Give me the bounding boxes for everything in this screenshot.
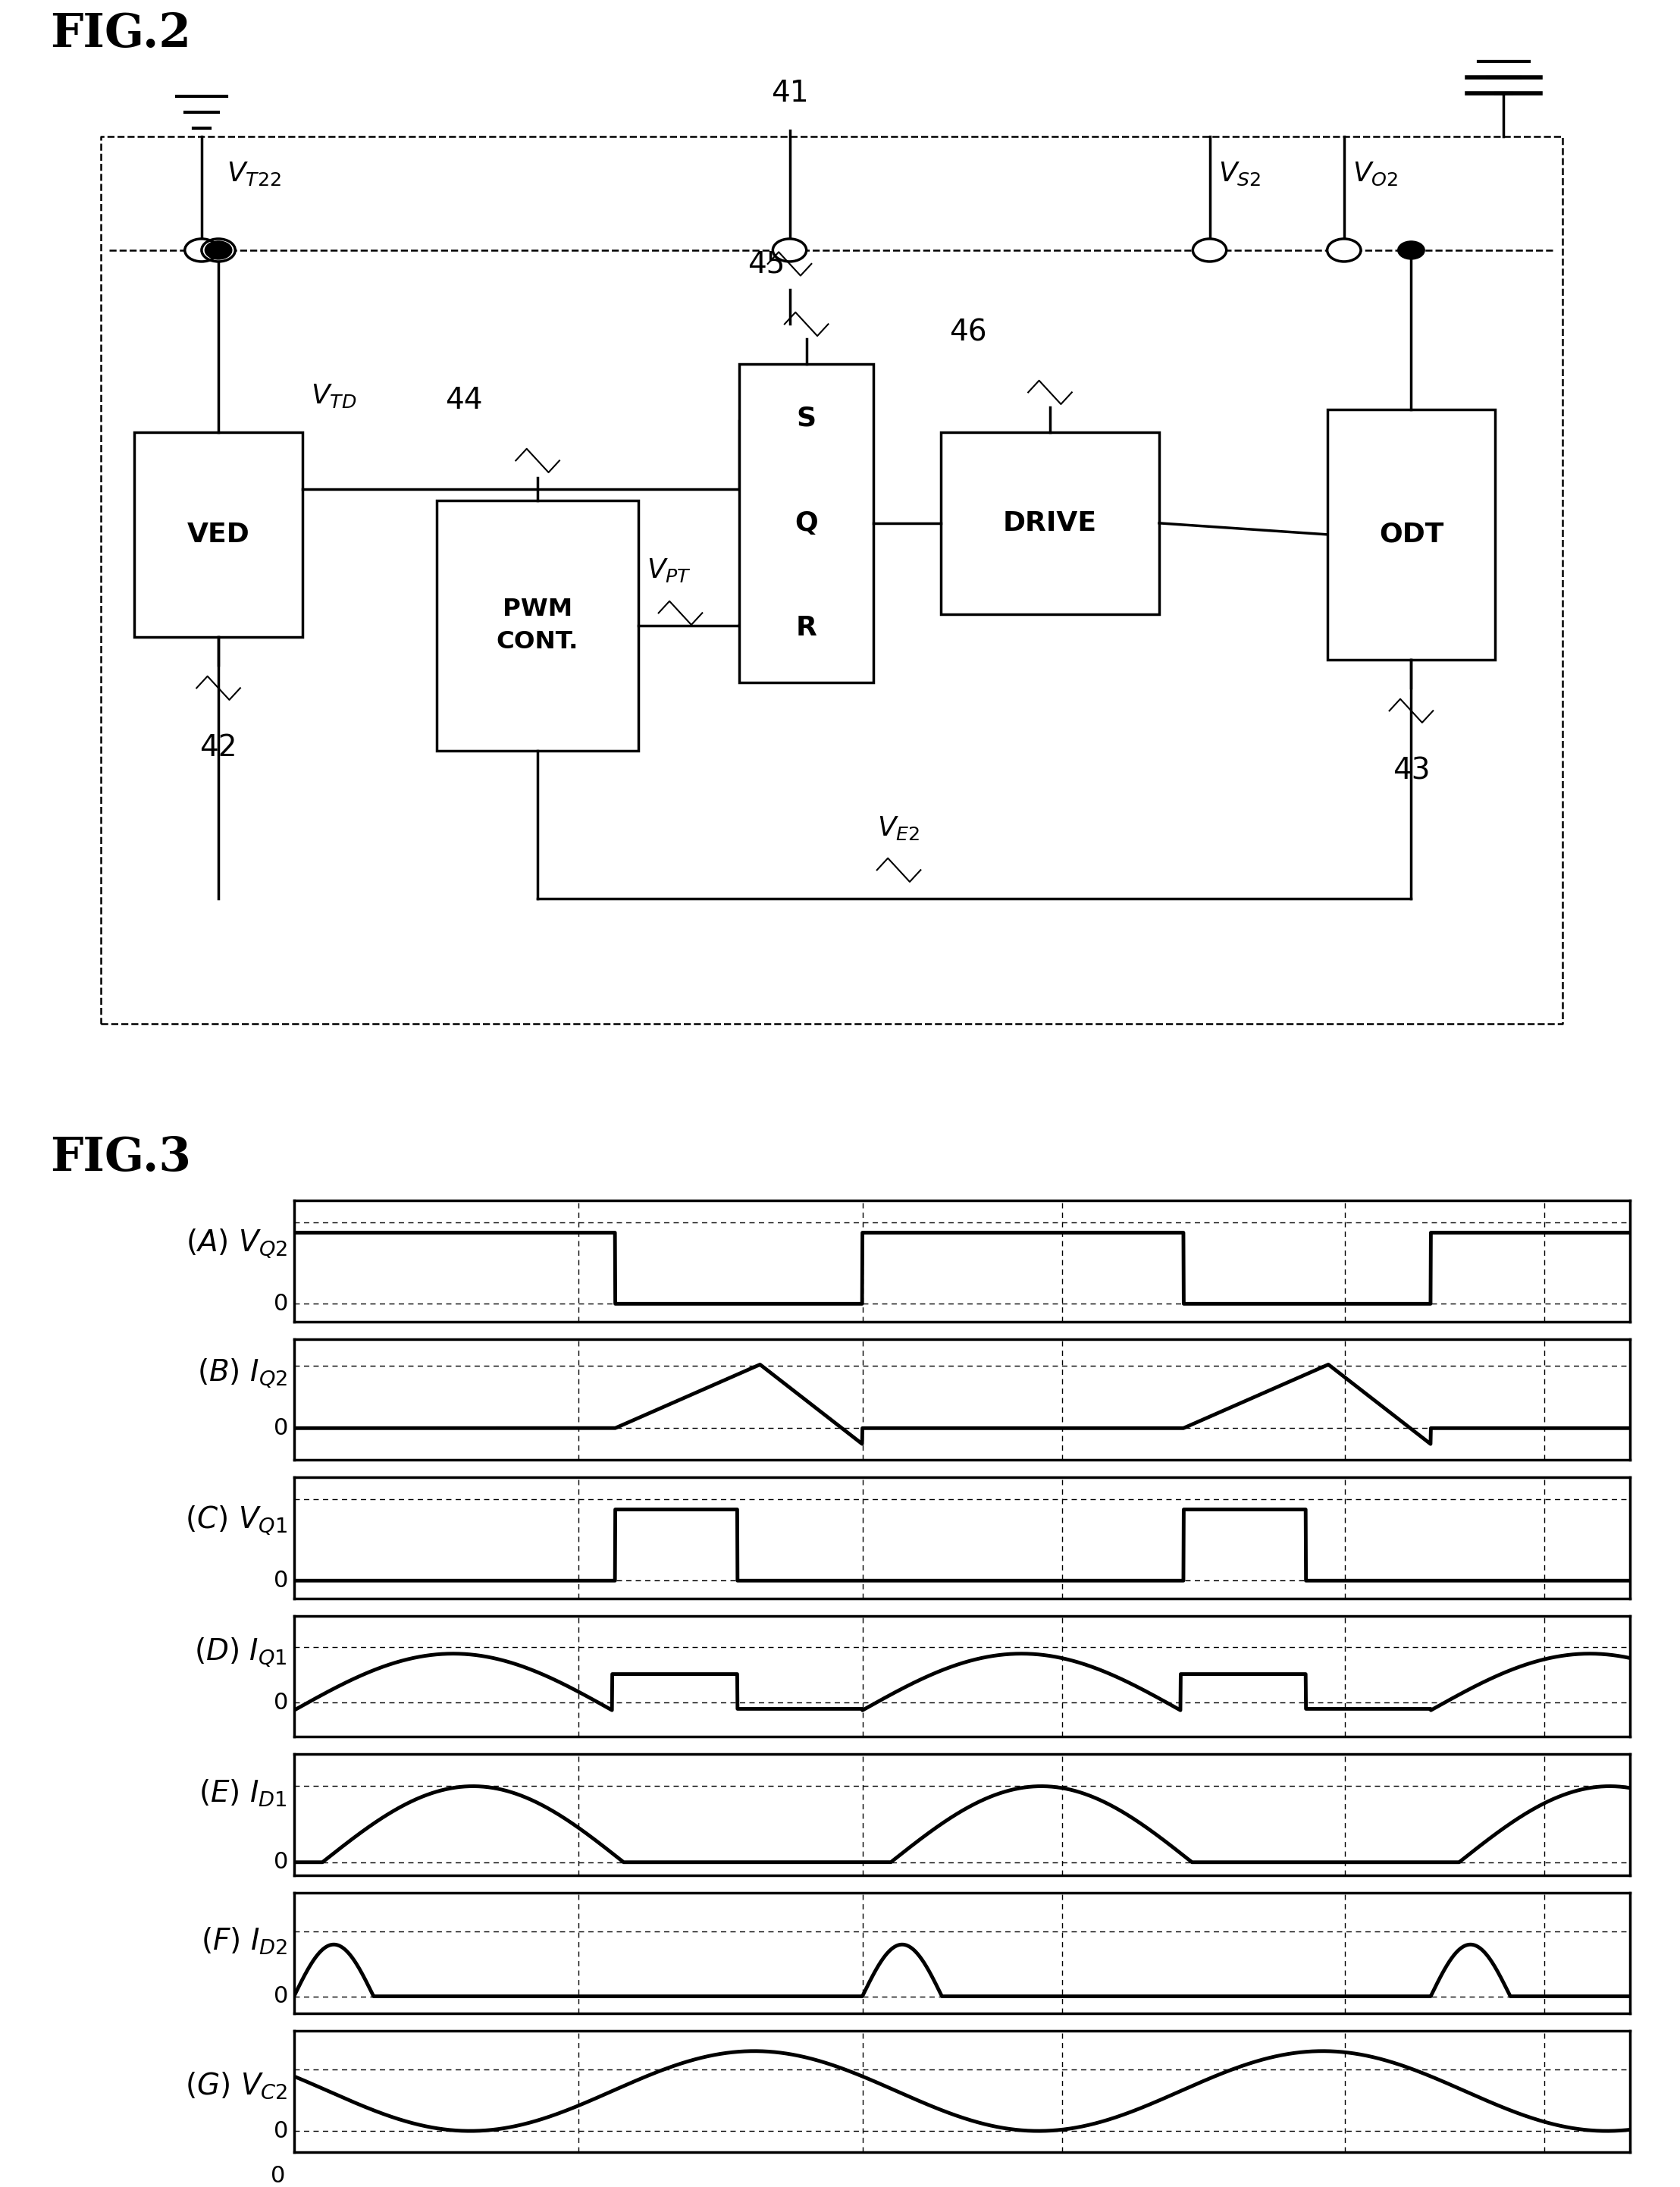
Text: $(D)\ I_{Q1}$: $(D)\ I_{Q1}$ (195, 1636, 287, 1669)
Text: 42: 42 (200, 733, 237, 763)
Text: $(F)\ I_{D2}$: $(F)\ I_{D2}$ (200, 1927, 287, 1957)
Text: FIG.3: FIG.3 (50, 1135, 192, 1181)
Circle shape (202, 238, 235, 262)
Text: $V_{TD}$: $V_{TD}$ (311, 383, 356, 409)
Text: 0: 0 (274, 2119, 289, 2141)
Text: $V_{T22}$: $V_{T22}$ (227, 160, 281, 188)
Text: $(E)\ I_{D1}$: $(E)\ I_{D1}$ (198, 1778, 287, 1809)
Text: 0: 0 (274, 1850, 289, 1874)
Text: 0: 0 (274, 1570, 289, 1592)
Circle shape (1327, 238, 1361, 262)
Circle shape (1398, 241, 1425, 260)
Text: 45: 45 (748, 249, 785, 278)
Text: 0: 0 (274, 1417, 289, 1439)
Circle shape (773, 238, 806, 262)
Text: 0: 0 (274, 1293, 289, 1314)
Text: $V_{O2}$: $V_{O2}$ (1352, 162, 1398, 188)
Text: $(B)\ I_{Q2}$: $(B)\ I_{Q2}$ (197, 1356, 287, 1389)
Text: $(A)\ V_{Q2}$: $(A)\ V_{Q2}$ (185, 1227, 287, 1260)
Text: 41: 41 (771, 79, 808, 107)
Text: 43: 43 (1393, 757, 1430, 785)
Text: 44: 44 (445, 387, 482, 416)
Text: FIG.2: FIG.2 (50, 11, 192, 57)
Text: $V_{PT}$: $V_{PT}$ (647, 558, 692, 584)
Circle shape (205, 241, 232, 260)
Text: VED: VED (186, 523, 250, 547)
Bar (134, 433, 302, 636)
Text: ODT: ODT (1379, 523, 1443, 547)
Text: R: R (796, 615, 816, 641)
Text: Q: Q (795, 510, 818, 536)
Text: 0: 0 (274, 1986, 289, 2008)
Bar (941, 433, 1159, 615)
Text: $(C)\ V_{Q1}$: $(C)\ V_{Q1}$ (185, 1505, 287, 1535)
Text: 0: 0 (274, 1693, 289, 1715)
Bar (739, 363, 874, 682)
Bar (437, 501, 638, 750)
Circle shape (1193, 238, 1226, 262)
Text: $V_{E2}$: $V_{E2}$ (877, 814, 921, 842)
Text: PWM
CONT.: PWM CONT. (497, 597, 578, 654)
Bar (1327, 409, 1495, 660)
Text: $(G)\ V_{C2}$: $(G)\ V_{C2}$ (185, 2071, 287, 2100)
Text: S: S (796, 405, 816, 431)
Circle shape (185, 238, 218, 262)
Text: 46: 46 (949, 317, 986, 348)
Text: $V_{S2}$: $V_{S2}$ (1218, 162, 1260, 188)
Text: 0: 0 (270, 2165, 286, 2187)
Text: DRIVE: DRIVE (1003, 510, 1097, 536)
